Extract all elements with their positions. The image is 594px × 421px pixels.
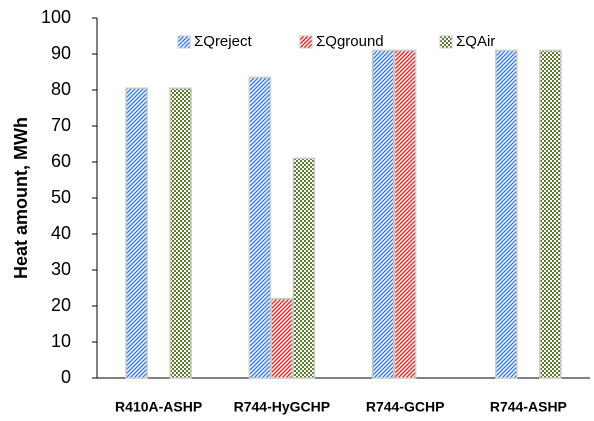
bar — [539, 49, 562, 379]
y-tick-label: 60 — [51, 151, 71, 171]
bar — [248, 76, 272, 379]
x-tick-label: R744-HyGCHP — [234, 399, 330, 415]
y-tick-label: 50 — [51, 187, 71, 207]
legend-swatch — [177, 35, 191, 49]
bar — [495, 49, 518, 379]
legend-swatch — [439, 35, 453, 49]
y-tick-label: 70 — [51, 115, 71, 135]
y-tick-label: 20 — [51, 295, 71, 315]
y-tick-label: 0 — [61, 367, 71, 387]
y-tick-label: 10 — [51, 331, 71, 351]
x-tick-label: R744-ASHP — [490, 399, 567, 415]
x-tick-label: R410A-ASHP — [115, 399, 202, 415]
y-tick-label: 80 — [51, 79, 71, 99]
legend-label: ΣQground — [316, 33, 384, 50]
bar — [169, 87, 192, 379]
legend-label: ΣQreject — [194, 33, 252, 50]
y-tick-label: 90 — [51, 43, 71, 63]
bar — [371, 49, 395, 379]
bar — [270, 298, 294, 379]
x-tick-label: R744-GCHP — [366, 399, 445, 415]
bar — [125, 87, 148, 379]
bar — [393, 49, 417, 379]
legend-swatch — [299, 35, 313, 49]
bar — [292, 157, 316, 379]
y-tick-label: 100 — [41, 7, 71, 27]
y-axis-title: Heat amount, MWh — [11, 117, 31, 279]
y-tick-label: 30 — [51, 259, 71, 279]
legend-label: ΣQAir — [456, 33, 495, 50]
y-tick-label: 40 — [51, 223, 71, 243]
